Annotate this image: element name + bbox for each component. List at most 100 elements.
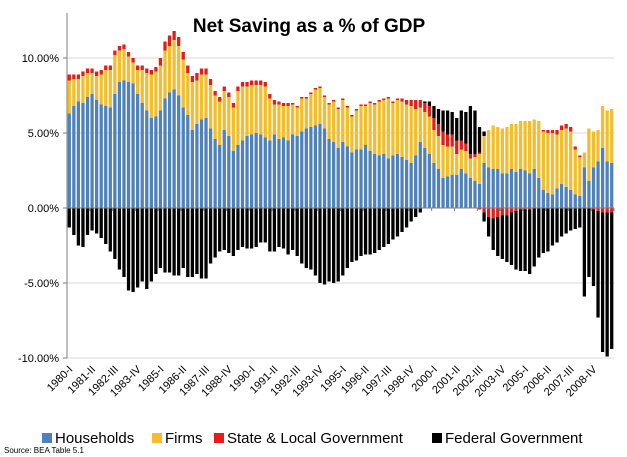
bar-segment xyxy=(213,91,217,96)
bar-segment xyxy=(245,208,249,249)
bar-segment xyxy=(400,208,404,232)
bar-segment xyxy=(94,76,99,100)
bar-segment xyxy=(259,134,263,208)
chart-title: Net Saving as a % of GDP xyxy=(193,16,426,37)
bar-segment xyxy=(505,215,509,262)
bar-segment xyxy=(277,208,281,247)
bar-segment xyxy=(409,106,413,163)
bar-segment xyxy=(432,106,436,118)
bar-segment xyxy=(172,40,176,90)
bar-segment xyxy=(409,163,413,208)
legend-swatch xyxy=(214,433,224,443)
bar-segment xyxy=(459,140,463,150)
bar-segment xyxy=(582,152,587,168)
bar-segment xyxy=(322,95,327,97)
bar-segment xyxy=(190,130,194,208)
bar-segment xyxy=(373,104,377,154)
bar-segment xyxy=(341,142,345,208)
bar-segment xyxy=(550,130,555,133)
bar-segment xyxy=(117,82,122,208)
bar-segment xyxy=(136,94,140,208)
bar-segment xyxy=(81,208,85,247)
bar-segment xyxy=(359,208,363,256)
bar-segment xyxy=(445,134,450,147)
bar-segment xyxy=(272,208,277,252)
bar-segment xyxy=(122,49,126,81)
bar-segment xyxy=(72,106,76,208)
bar-segment xyxy=(477,184,482,208)
bar-segment xyxy=(99,208,103,238)
bar-segment xyxy=(76,101,81,208)
bar-segment xyxy=(491,125,495,169)
bar-segment xyxy=(546,193,550,208)
bar-segment xyxy=(610,212,614,349)
bar-segment xyxy=(473,181,477,208)
bar-segment xyxy=(518,209,523,271)
bar-segment xyxy=(587,128,591,181)
bar-segment xyxy=(304,208,308,268)
bar-segment xyxy=(167,208,172,273)
bar-segment xyxy=(181,52,185,60)
bar-segment xyxy=(445,176,450,208)
bar-segment xyxy=(482,131,486,136)
bar-segment xyxy=(85,68,90,73)
bar-segment xyxy=(341,98,345,100)
bar-segment xyxy=(464,173,468,208)
bar-segment xyxy=(172,89,176,208)
y-tick-label: 0.00% xyxy=(28,203,59,215)
bar-segment xyxy=(149,74,153,118)
bar-segment xyxy=(218,97,222,102)
bar-segment xyxy=(149,118,153,208)
bar-segment xyxy=(395,98,400,100)
bar-segment xyxy=(204,208,208,279)
bar-segment xyxy=(468,178,473,208)
bar-segment xyxy=(332,101,336,142)
bar-segment xyxy=(227,136,231,208)
bar-segment xyxy=(354,208,359,261)
bar-segment xyxy=(537,121,541,178)
bar-segment xyxy=(81,76,85,103)
bar-segment xyxy=(377,208,381,250)
bar-segment xyxy=(286,103,290,106)
bar-segment xyxy=(240,208,245,247)
bar-segment xyxy=(404,104,409,160)
bar-segment xyxy=(240,86,245,141)
bar-segment xyxy=(195,80,199,124)
bar-segment xyxy=(477,127,482,153)
bar-segment xyxy=(186,208,190,277)
bar-segment xyxy=(167,35,172,46)
bar-segment xyxy=(104,70,108,106)
bar-segment xyxy=(518,121,523,169)
bar-segment xyxy=(309,92,313,94)
bar-segment xyxy=(350,115,354,117)
bar-segment xyxy=(263,86,267,138)
bar-segment xyxy=(587,181,591,208)
bar-segment xyxy=(67,80,71,114)
bar-segment xyxy=(90,68,94,73)
bar-segment xyxy=(291,208,295,250)
bar-segment xyxy=(436,136,441,169)
bar-segment xyxy=(591,131,596,168)
bar-segment xyxy=(423,103,427,112)
bar-segment xyxy=(509,124,514,169)
bar-segment xyxy=(482,212,486,222)
bar-segment xyxy=(368,208,372,255)
bar-segment xyxy=(227,208,231,253)
bar-segment xyxy=(491,208,495,219)
bar-segment xyxy=(605,161,609,208)
bar-segment xyxy=(199,68,204,75)
bar-segment xyxy=(532,169,536,208)
bar-segment xyxy=(140,103,144,208)
legend-swatch xyxy=(152,433,162,443)
bar-segment xyxy=(249,134,254,208)
bar-segment xyxy=(573,149,577,195)
bar-segment xyxy=(555,188,559,208)
bar-segment xyxy=(528,173,532,208)
bar-segment xyxy=(505,127,509,174)
x-axis-ticks: 1980-I1981-II1982-III1983-IV1985-I1986-I… xyxy=(45,363,600,399)
bar-segment xyxy=(391,208,395,240)
bar-segment xyxy=(514,208,518,211)
bar-segment xyxy=(487,167,491,208)
bar-segment xyxy=(126,56,131,82)
bar-segment xyxy=(304,98,308,129)
